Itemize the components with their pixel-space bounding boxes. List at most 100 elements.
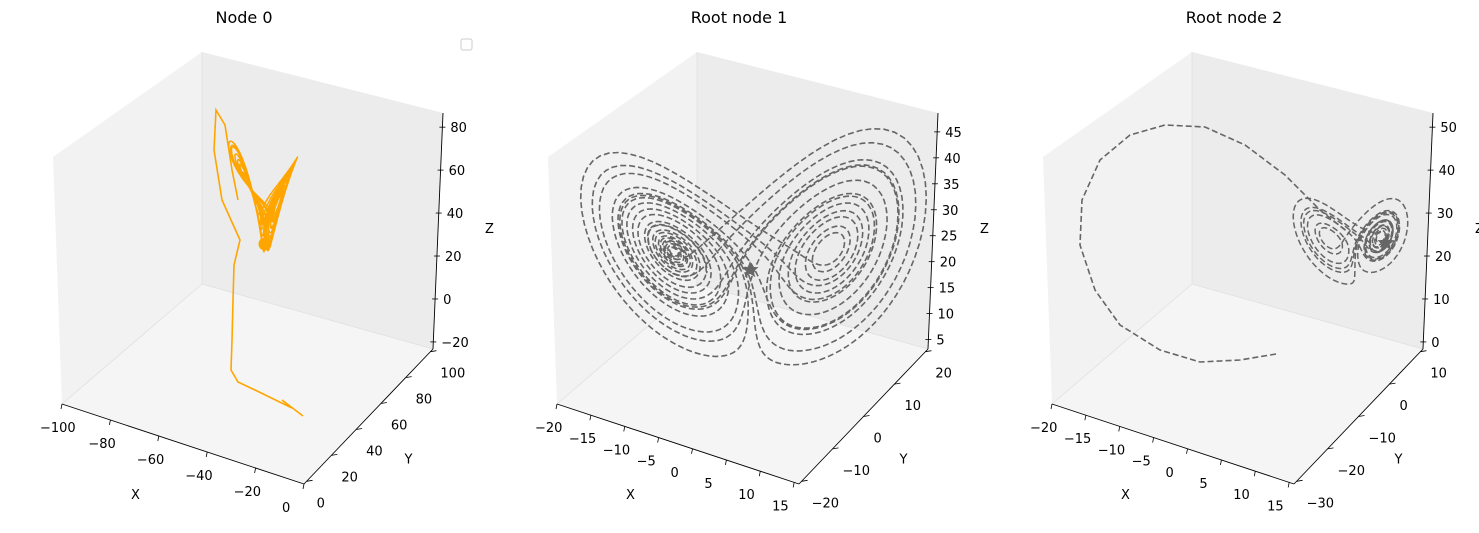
x-tick-label: 0	[671, 466, 679, 481]
y-tick-label: 60	[391, 419, 408, 434]
x-axis-label: X	[626, 488, 635, 503]
x-tick	[555, 403, 558, 410]
x-axis-label: X	[131, 488, 140, 503]
y-tick-label: 10	[904, 399, 921, 414]
y-tick	[801, 479, 808, 482]
x-tick-label: −20	[234, 485, 261, 500]
x-tick	[691, 448, 693, 454]
z-tick-label: 20	[1435, 250, 1452, 265]
x-tick-label: 5	[704, 477, 712, 492]
y-tick-label: −20	[1338, 464, 1365, 479]
x-tick-label: −20	[535, 421, 562, 436]
z-axis-label: Z	[485, 222, 494, 237]
x-tick	[60, 403, 63, 410]
y-tick	[331, 453, 338, 456]
z-axis-line	[1422, 112, 1434, 350]
z-tick-label: 40	[1439, 164, 1456, 179]
back-pane	[1192, 52, 1433, 349]
z-tick-label: 80	[450, 121, 467, 136]
x-tick-label: −10	[603, 443, 630, 458]
y-tick-label: −30	[1307, 496, 1334, 511]
x-tick-label: −15	[569, 432, 596, 447]
x-tick-label: −100	[40, 421, 76, 436]
series-line-tail	[230, 264, 304, 417]
y-tick	[1327, 447, 1334, 450]
z-tick-label: 45	[945, 126, 962, 141]
y-tick-label: 20	[341, 470, 358, 485]
series-line-core	[227, 140, 299, 253]
left-pane	[53, 52, 202, 404]
z-tick-label: 20	[940, 256, 957, 271]
series-line-attractor	[1292, 197, 1409, 285]
y-tick	[380, 402, 387, 404]
subplot-root-node-1: −20 −15 −10 −5 0 5 10 15 X −20 −10 0 10 20 Y 5 10 15 20 25 3…	[535, 8, 989, 514]
floor-pane	[62, 284, 433, 484]
z-tick-label: 15	[939, 282, 956, 297]
y-tick	[356, 428, 363, 430]
series-line-spike	[213, 107, 241, 266]
x-axis-label: X	[1121, 488, 1130, 503]
x-tick-label: 0	[282, 501, 290, 516]
y-axis-line	[303, 348, 434, 485]
series-line	[579, 127, 928, 366]
y-tick-label: 100	[440, 367, 465, 382]
y-tick-label: 0	[874, 432, 882, 447]
x-tick	[1118, 426, 1121, 432]
x-tick-label: −40	[185, 469, 212, 484]
x-tick-label: −60	[137, 453, 164, 468]
series-marker-star	[1377, 234, 1395, 251]
x-tick-label: −5	[1132, 455, 1151, 470]
x-tick-label: 10	[1233, 488, 1250, 503]
x-tick-label: −80	[88, 437, 115, 452]
y-axis-label: Y	[899, 453, 908, 468]
subplot-root-node-2: −20 −15 −10 −5 0 5 10 15 X −30 −20 −10 0 10 Y 0 10 20 30 40…	[1030, 8, 1479, 514]
pane-edge	[696, 283, 929, 350]
x-tick	[623, 426, 626, 432]
x-tick	[725, 459, 727, 466]
x-tick	[254, 467, 256, 474]
z-axis-line	[432, 112, 444, 350]
x-tick-label: −10	[1098, 443, 1125, 458]
x-tick	[1287, 482, 1290, 488]
y-tick-label: −10	[843, 464, 870, 479]
z-tick-label: 0	[1431, 336, 1439, 351]
legend-box	[460, 38, 473, 51]
x-tick-label: 0	[1166, 466, 1174, 481]
y-axis-label: Y	[1394, 453, 1403, 468]
z-tick-label: 25	[941, 230, 958, 245]
z-axis-label: Z	[1475, 222, 1479, 237]
y-tick-label: 80	[416, 393, 433, 408]
x-axis-line	[61, 403, 305, 485]
y-tick	[430, 350, 437, 353]
z-axis-label: Z	[980, 222, 989, 237]
floor-pane	[557, 284, 928, 484]
left-pane	[1043, 52, 1192, 404]
x-tick	[758, 471, 761, 477]
z-tick-label: 30	[1437, 207, 1454, 222]
y-tick	[1389, 382, 1396, 385]
x-tick-label: 10	[738, 488, 755, 503]
z-tick-label: 10	[1433, 293, 1450, 308]
x-tick	[1050, 403, 1053, 410]
chart-title: Node 0	[215, 8, 272, 27]
pane-edge	[61, 283, 203, 405]
subplot-node-0: −100 −80 −60 −40 −20 0 X 0 20 40 60 80 100 Y −20 0 20 40 6…	[40, 8, 494, 516]
z-tick-label: 60	[449, 164, 466, 179]
z-tick-label: 40	[447, 207, 464, 222]
pane-edge	[201, 283, 434, 350]
x-tick-label: 15	[1267, 499, 1284, 514]
x-axis-line	[556, 403, 800, 485]
z-tick-label: 40	[944, 152, 961, 167]
x-tick	[1186, 448, 1188, 454]
y-tick	[1420, 350, 1427, 353]
pane-edge	[1191, 283, 1424, 350]
x-tick	[1253, 471, 1256, 477]
y-tick	[306, 479, 313, 482]
z-tick-label: 30	[942, 204, 959, 219]
y-axis-label: Y	[404, 453, 413, 468]
y-tick-label: 40	[366, 444, 383, 459]
z-tick-label: 5	[936, 334, 944, 349]
z-tick-label: 35	[943, 178, 960, 193]
x-tick	[302, 483, 305, 490]
x-axis-line	[1051, 403, 1295, 485]
